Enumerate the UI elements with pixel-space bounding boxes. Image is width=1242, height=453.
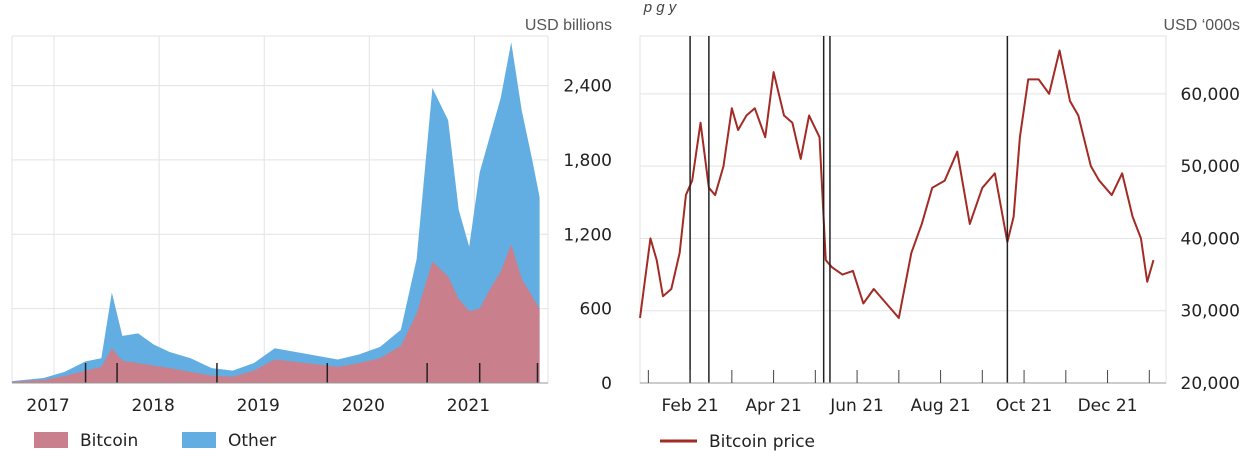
market-cap-chart: USD billions 0 600 1,200 1,800 2,400 2017 201…: [11, 17, 612, 451]
xtick-label-2019: 2019: [237, 396, 280, 416]
legend-label-bitcoin: Bitcoin: [80, 431, 138, 451]
ytick-label-1-200: 1,200: [563, 225, 612, 245]
plot-frame: [639, 35, 1167, 384]
xtick-label-oct-21: Oct 21: [996, 396, 1052, 416]
xtick-label-aug-21: Aug 21: [910, 396, 970, 416]
series-line-bitcoin-price: [639, 49, 1155, 319]
unit-label-left: USD billions: [525, 17, 612, 34]
legend-left: Bitcoin Other: [34, 431, 276, 451]
legend-label-bitcoin-price: Bitcoin price: [709, 432, 815, 452]
ytick-label-60-000: 60,000: [1181, 85, 1240, 105]
series-area-bitcoin: [12, 244, 540, 383]
legend-label-other: Other: [228, 431, 276, 451]
legend-swatch-bitcoin: [34, 432, 68, 448]
partial-header-text: p g y: [643, 0, 678, 16]
ytick-label-600: 600: [580, 300, 612, 320]
ytick-label-30-000: 30,000: [1181, 302, 1240, 322]
ytick-label-1-800: 1,800: [563, 151, 612, 171]
unit-label-right: USD ‘000s: [1164, 17, 1240, 34]
ytick-label-50-000: 50,000: [1181, 157, 1240, 177]
xtick-label-dec-21: Dec 21: [1078, 396, 1138, 416]
xtick-label-apr-21: Apr 21: [745, 396, 801, 416]
xtick-label-feb-21: Feb 21: [662, 396, 719, 416]
xtick-label-jun-21: Jun 21: [829, 396, 884, 416]
ytick-label-20-000: 20,000: [1181, 374, 1240, 394]
xtick-label-2020: 2020: [342, 396, 385, 416]
xtick-label-2021: 2021: [447, 396, 490, 416]
ytick-label-0: 0: [601, 374, 612, 394]
ytick-label-40-000: 40,000: [1181, 229, 1240, 249]
legend-swatch-other: [182, 432, 216, 448]
bitcoin-price-chart: USD ‘000s 20,000 30,000 40,000 50,000 60,000…: [639, 17, 1240, 452]
ytick-label-2-400: 2,400: [563, 77, 612, 97]
legend-right: Bitcoin price: [660, 432, 815, 452]
xtick-label-2018: 2018: [132, 396, 175, 416]
xtick-label-2017: 2017: [26, 396, 69, 416]
